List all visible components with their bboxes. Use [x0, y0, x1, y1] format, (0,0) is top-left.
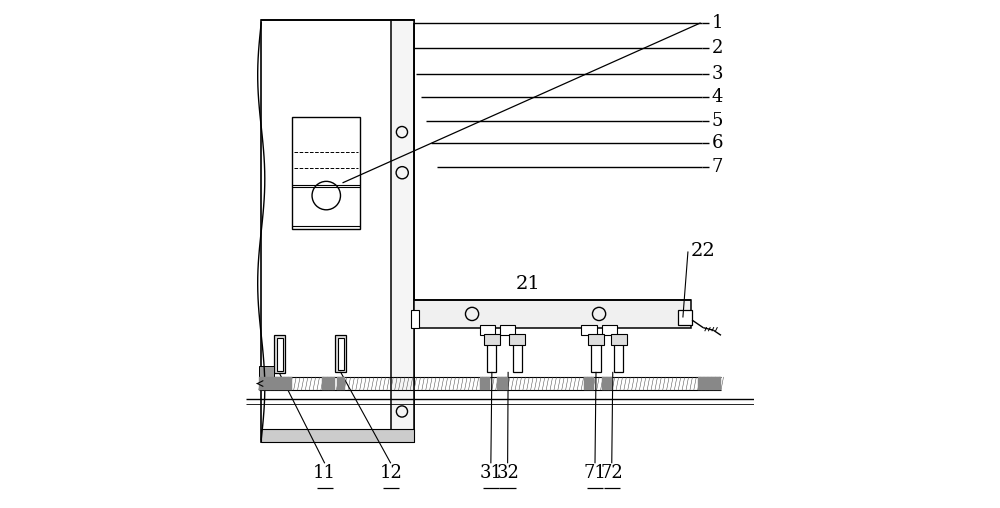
Bar [274, 335, 285, 373]
Bar [497, 377, 508, 390]
Bar [391, 20, 414, 442]
Text: 32: 32 [496, 464, 519, 483]
Bar [322, 377, 335, 390]
Text: 31: 31 [479, 464, 502, 483]
Bar [259, 377, 284, 390]
Bar [487, 336, 496, 372]
Text: 11: 11 [313, 464, 336, 483]
Bar [698, 377, 721, 390]
Bar [500, 325, 515, 335]
Bar [414, 300, 690, 328]
Bar [338, 338, 344, 370]
Bar [259, 366, 274, 380]
Bar [513, 336, 522, 372]
Bar [261, 20, 414, 442]
Bar [277, 338, 283, 371]
Bar [602, 325, 617, 335]
Text: 72: 72 [600, 464, 623, 483]
Text: 1: 1 [712, 14, 723, 32]
Text: 5: 5 [712, 112, 723, 130]
Text: 22: 22 [690, 242, 715, 261]
Bar [335, 335, 346, 372]
Bar [484, 334, 500, 345]
Bar [584, 377, 594, 390]
Text: 21: 21 [516, 275, 540, 294]
Text: 12: 12 [379, 464, 402, 483]
Text: 4: 4 [712, 87, 723, 106]
Bar [480, 325, 495, 335]
Bar [284, 377, 292, 390]
Bar [591, 336, 601, 372]
Bar [614, 336, 623, 372]
Text: 7: 7 [712, 157, 723, 176]
Bar [678, 310, 692, 325]
Bar [588, 334, 604, 345]
Bar [292, 117, 360, 229]
Bar [261, 429, 414, 442]
Text: 6: 6 [712, 134, 723, 152]
Text: 71: 71 [584, 464, 606, 483]
Bar [411, 310, 419, 328]
Bar [581, 325, 597, 335]
Bar [337, 377, 345, 390]
Bar [602, 377, 612, 390]
Bar [611, 334, 627, 345]
Text: 2: 2 [712, 39, 723, 57]
Bar [509, 334, 525, 345]
Text: 3: 3 [712, 65, 723, 83]
Bar [480, 377, 490, 390]
